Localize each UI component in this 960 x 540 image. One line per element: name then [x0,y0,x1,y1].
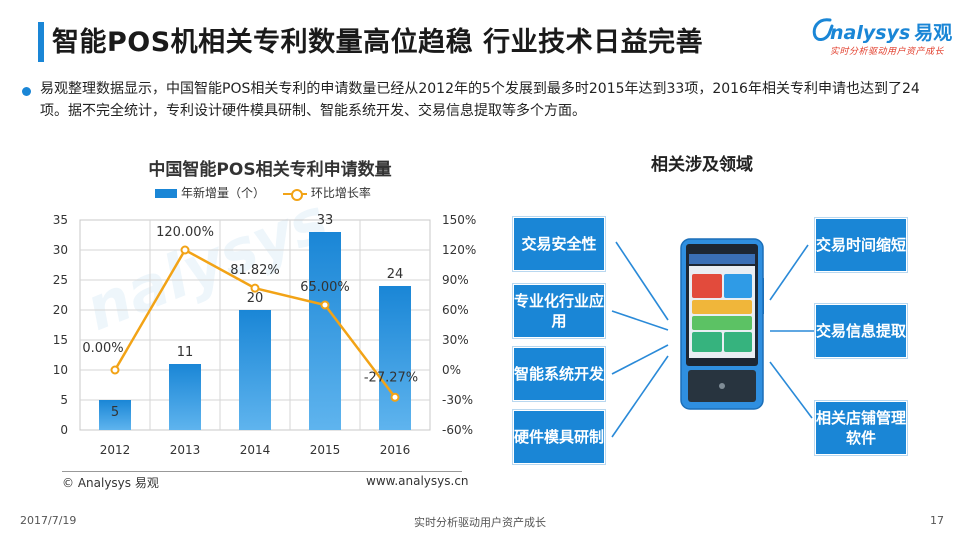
domain-box-industry-application: 专业化行业应用 [514,285,604,337]
patent-chart: 0 5 10 15 20 25 30 35 -60% -30% 0% 30% 60% 90% 120% 150… [53,213,477,457]
y-right-tick-label: 0% [442,363,461,377]
chart-legend: 年新增量（个） 环比增长率 [155,184,385,201]
x-tick-label: 2012 [100,443,131,457]
y-left-tick-label: 35 [53,213,68,227]
domain-box-system-development: 智能系统开发 [514,348,604,400]
domain-box-transaction-time: 交易时间缩短 [816,219,906,271]
domain-box-transaction-info: 交易信息提取 [816,305,906,357]
line-data-label: 120.00% [156,225,214,240]
y-left-tick-label: 5 [60,393,68,407]
x-tick-label: 2016 [380,443,411,457]
source-website: www.analysys.cn [366,474,469,488]
bar [239,310,271,430]
bar [99,400,131,430]
y-left-tick-label: 0 [60,423,68,437]
growth-rate-point [320,300,330,310]
y-left-tick-label: 30 [53,243,68,257]
y-left-tick-label: 10 [53,363,68,377]
page-title: 智能POS机相关专利数量高位趋稳 行业技术日益完善 [52,27,704,58]
connector-line [611,344,669,375]
line-data-label: 81.82% [230,263,280,278]
connector-line [611,310,669,331]
domain-title: 相关涉及领域 [651,155,753,175]
connector-line [611,355,669,438]
bar-data-label: 5 [111,405,119,420]
analysys-swoosh-icon [812,18,834,41]
legend-item-bar: 年新增量（个） [155,184,265,201]
growth-rate-point [390,392,400,402]
y-right-tick-label: 120% [442,243,476,257]
y-right-tick-label: 60% [442,303,469,317]
smart-pos-terminal-icon [680,238,764,410]
footer-slogan: 实时分析驱动用户资产成长 [414,516,546,529]
logo-slogan: 实时分析驱动用户资产成长 [830,47,945,57]
x-tick-label: 2013 [170,443,201,457]
y-right-tick-label: 150% [442,213,476,227]
legend-bar-swatch [155,189,177,198]
bullet-dot-icon [22,87,31,96]
page-number: 17 [930,514,944,527]
logo-wordmark: nalysys 易观 [830,22,953,44]
growth-rate-point [250,283,260,293]
domain-box-transaction-security: 交易安全性 [514,218,604,270]
source-divider [62,471,462,472]
line-data-label: -27.27% [364,370,418,385]
legend-item-line: 环比增长率 [282,184,371,201]
growth-rate-point [110,365,120,375]
y-right-tick-label: -60% [442,423,473,437]
line-data-label: 65.00% [300,280,350,295]
bar [379,286,411,430]
source-copyright: © Analysys 易观 [62,476,159,490]
bar-data-label: 11 [177,345,194,360]
y-right-tick-label: 90% [442,273,469,287]
y-left-tick-label: 25 [53,273,68,287]
connector-line [769,361,813,419]
bar [169,364,201,430]
domain-box-store-software: 相关店铺管理软件 [816,402,906,454]
connector-line [615,241,669,321]
bar-data-label: 24 [387,267,404,282]
footer-date: 2017/7/19 [20,514,77,527]
x-tick-label: 2015 [310,443,341,457]
y-right-tick-label: -30% [442,393,473,407]
chart-title: 中国智能POS相关专利申请数量 [148,160,392,180]
y-left-tick-label: 20 [53,303,68,317]
connector-line [769,244,809,301]
domain-box-hardware-mold: 硬件模具研制 [514,411,604,463]
bar-data-label: 33 [317,213,334,228]
y-right-tick-label: 30% [442,333,469,347]
line-data-label: 0.00% [82,341,123,356]
bar [309,232,341,430]
summary-text: 易观整理数据显示，中国智能POS相关专利的申请数量已经从2012年的5个发展到最… [40,81,920,119]
y-left-tick-label: 15 [53,333,68,347]
growth-rate-point [180,245,190,255]
legend-line-swatch [282,188,307,201]
analysys-logo: nalysys 易观 实时分析驱动用户资产成长 [808,16,952,62]
bar-data-label: 20 [247,291,264,306]
title-accent-bar [38,22,44,62]
x-tick-label: 2014 [240,443,271,457]
